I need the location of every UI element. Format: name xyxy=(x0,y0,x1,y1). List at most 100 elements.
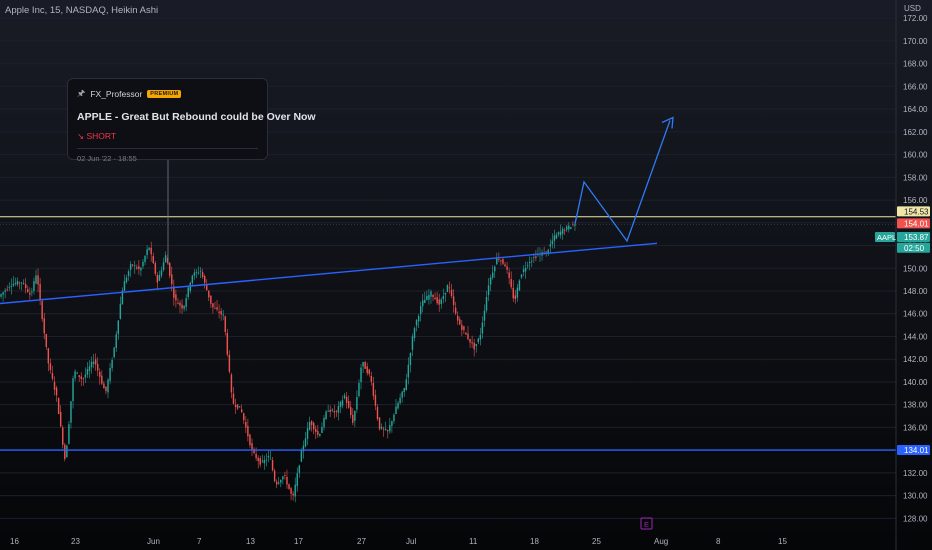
candle-body xyxy=(101,375,103,384)
candle-body xyxy=(193,272,196,276)
candle-body xyxy=(125,277,128,282)
candle-body xyxy=(119,303,122,319)
candle-body xyxy=(533,257,535,258)
candle-body xyxy=(436,297,438,304)
candle-body xyxy=(142,261,144,267)
candle-body xyxy=(197,272,200,274)
support-price-label: 134.01 xyxy=(904,446,929,455)
candle-body xyxy=(559,231,562,236)
candle-body xyxy=(360,367,362,382)
candle-body xyxy=(350,407,352,416)
candle-body xyxy=(251,443,253,450)
candle-body xyxy=(553,235,556,241)
candle-body xyxy=(173,286,175,298)
candle-body xyxy=(94,359,97,365)
candle-body xyxy=(325,411,327,419)
candle-body xyxy=(339,402,342,408)
candle-body xyxy=(401,391,403,398)
candle-body xyxy=(319,434,321,436)
candle-body xyxy=(267,455,270,458)
candle-body xyxy=(475,343,477,346)
candle-body xyxy=(440,299,442,304)
candle-body xyxy=(516,287,519,298)
candle-body xyxy=(249,434,251,446)
candle-body xyxy=(107,379,109,393)
candle-body xyxy=(290,488,292,494)
candle-body xyxy=(434,297,436,300)
candle-body xyxy=(4,290,6,292)
candlestick-series xyxy=(0,221,576,503)
candle-body xyxy=(284,475,286,476)
candle-body xyxy=(82,378,85,380)
candle-body xyxy=(259,458,261,465)
candle-body xyxy=(368,369,370,375)
candle-body xyxy=(502,258,504,264)
candle-body xyxy=(150,247,152,255)
candle-body xyxy=(405,379,408,390)
candle-body xyxy=(22,282,25,284)
candle-body xyxy=(144,255,146,262)
candle-body xyxy=(187,287,189,297)
candle-body xyxy=(90,361,93,368)
candle-body xyxy=(424,299,426,304)
candle-body xyxy=(518,280,521,291)
candle-body xyxy=(253,449,255,454)
candle-body xyxy=(234,404,237,407)
time-tick-label: 17 xyxy=(294,537,303,546)
candle-body xyxy=(452,296,455,306)
time-tick-label: 18 xyxy=(530,537,539,546)
candle-body xyxy=(179,302,181,306)
candle-body xyxy=(115,334,117,348)
candle-body xyxy=(263,459,266,464)
candle-body xyxy=(358,382,360,397)
ascending-trendline xyxy=(0,242,658,305)
candle-body xyxy=(92,361,95,364)
candle-body xyxy=(201,272,204,278)
candle-body xyxy=(134,265,136,267)
candle-body xyxy=(508,272,510,279)
candle-body xyxy=(160,270,163,276)
candle-body xyxy=(57,398,60,414)
candle-body xyxy=(29,292,31,295)
candle-body xyxy=(271,460,274,471)
candle-body xyxy=(382,428,385,430)
candle-body xyxy=(294,484,296,497)
candle-body xyxy=(354,411,356,421)
candle-body xyxy=(469,338,471,343)
candle-body xyxy=(111,359,113,369)
candle-body xyxy=(473,342,475,350)
candle-body xyxy=(88,366,91,371)
earnings-event-marker[interactable] xyxy=(640,517,653,530)
idea-author[interactable]: FX_Professor xyxy=(90,89,143,99)
candle-body xyxy=(302,445,305,452)
idea-title[interactable]: APPLE - Great But Rebound could be Over … xyxy=(77,111,316,123)
candle-body xyxy=(64,444,66,460)
candle-body xyxy=(520,274,523,278)
idea-card[interactable]: 🖈 FX_Professor PREMIUM APPLE - Great But… xyxy=(67,78,316,163)
candle-body xyxy=(397,402,399,409)
candle-body xyxy=(238,406,241,408)
candle-body xyxy=(6,289,8,291)
candle-body xyxy=(526,265,529,267)
candle-body xyxy=(226,332,229,355)
resistance-price-label: 154.53 xyxy=(904,207,929,216)
candle-body xyxy=(549,244,552,247)
time-tick-label: 27 xyxy=(357,537,366,546)
candle-body xyxy=(506,266,508,270)
candle-body xyxy=(387,430,389,432)
candle-body xyxy=(403,388,405,393)
candle-body xyxy=(389,425,391,432)
candle-body xyxy=(288,484,290,489)
price-tick-label: 160.00 xyxy=(903,151,928,160)
candle-body xyxy=(337,406,340,413)
candle-body xyxy=(162,262,165,270)
candle-body xyxy=(496,257,498,265)
candle-body xyxy=(220,310,222,315)
candle-body xyxy=(454,307,457,314)
current-price-label: 153.87 xyxy=(904,233,929,242)
candle-body xyxy=(189,282,192,291)
candle-body xyxy=(35,275,37,284)
candle-body xyxy=(33,281,35,291)
